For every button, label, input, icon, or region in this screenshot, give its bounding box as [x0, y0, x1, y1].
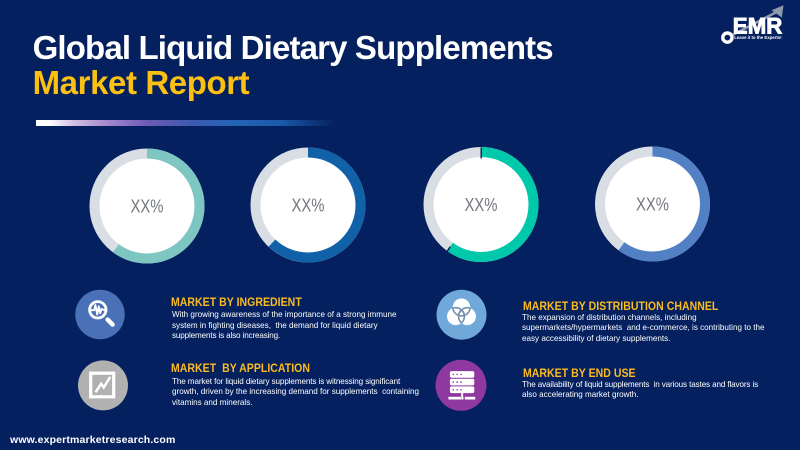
svg-text:Leave it to the Experts!: Leave it to the Experts!	[734, 35, 782, 40]
svg-text:XX%: XX%	[465, 195, 498, 215]
svg-text:XX%: XX%	[292, 195, 325, 215]
svg-text:XX%: XX%	[636, 194, 669, 214]
svg-text:XX%: XX%	[131, 196, 164, 216]
svg-text:EMR: EMR	[733, 14, 783, 39]
